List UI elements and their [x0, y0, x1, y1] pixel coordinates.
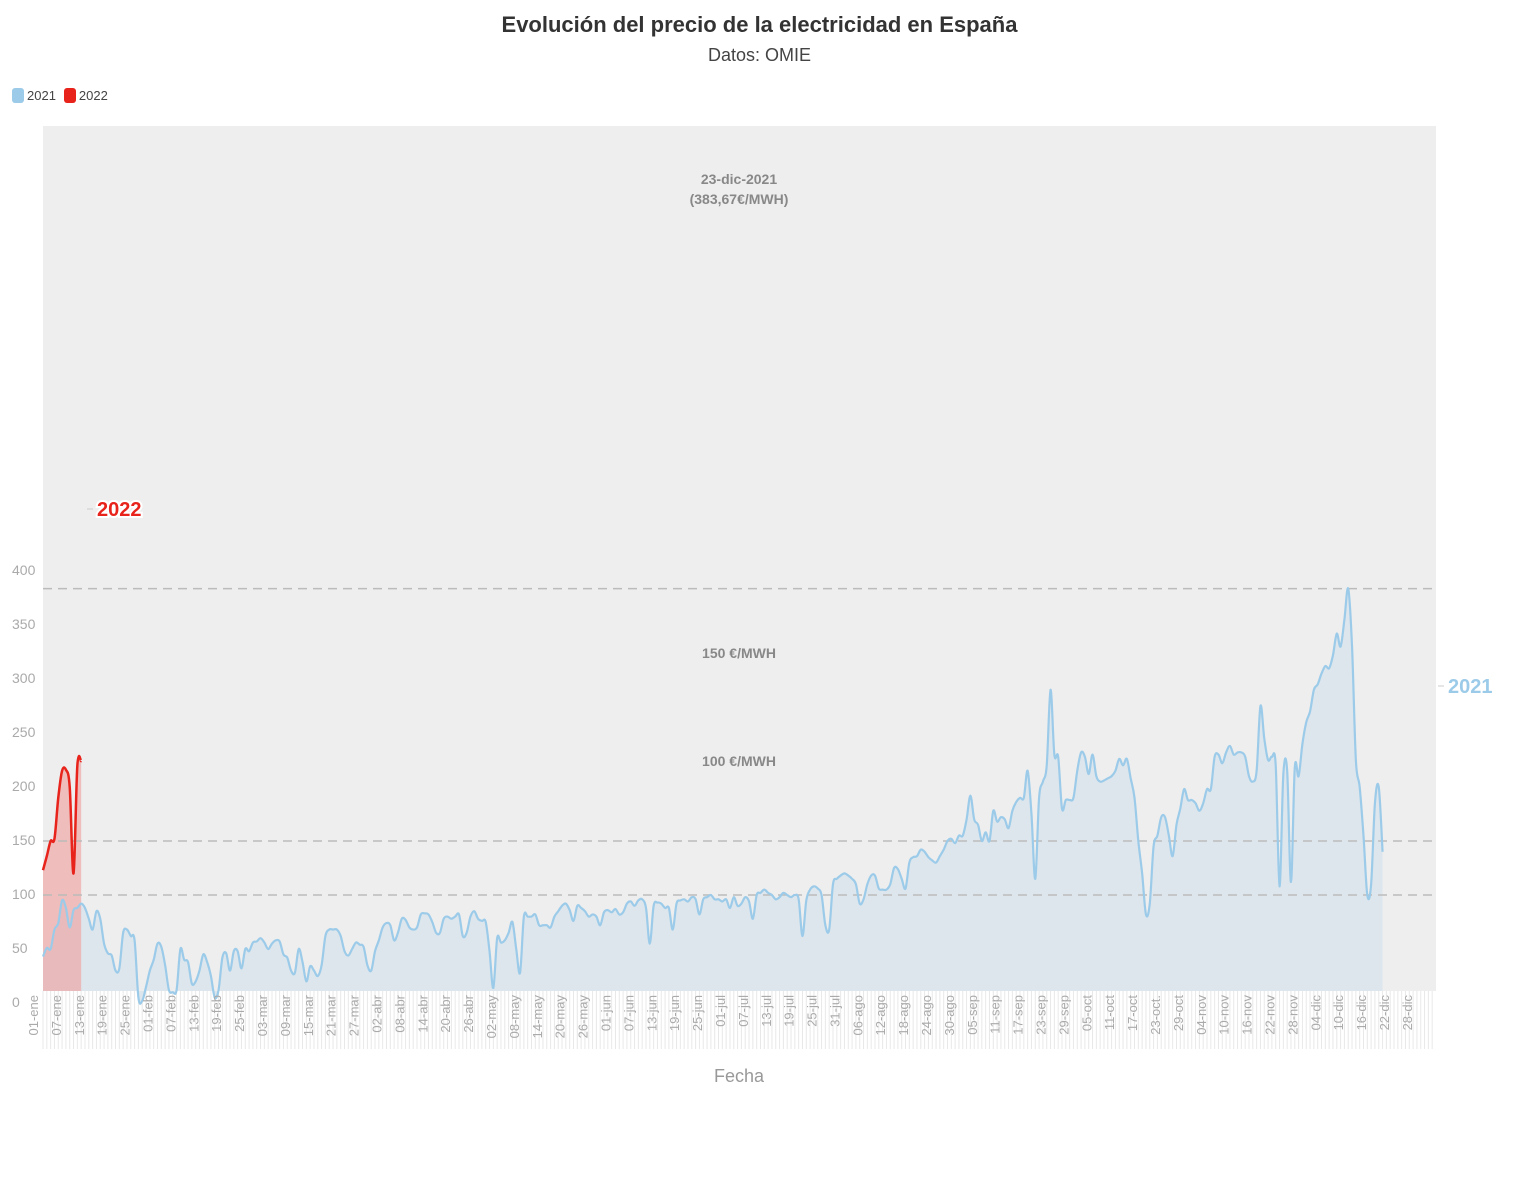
- x-tick-label: 12-ago: [873, 995, 888, 1035]
- x-tick-label: 14-may: [530, 995, 545, 1039]
- x-tick-label: 22-dic: [1377, 995, 1392, 1031]
- x-tick-label: 25-jul: [805, 995, 820, 1027]
- reference-lines: [43, 587, 1436, 896]
- x-tick-label: 01-feb: [140, 995, 155, 1032]
- x-tick-label: 23-sep: [1034, 995, 1049, 1035]
- x-tick-label: 29-sep: [1056, 995, 1071, 1035]
- x-tick-label: 29-oct: [1171, 995, 1186, 1032]
- end-label-2022: 2022: [97, 499, 142, 521]
- x-tick-label: 17-sep: [1011, 995, 1026, 1035]
- end-label-2021: 2021: [1448, 676, 1493, 698]
- y-tick-label: 250: [12, 724, 36, 740]
- x-tick-label: 18-ago: [896, 995, 911, 1035]
- x-tick-label: 06-ago: [850, 995, 865, 1035]
- x-tick-label: 02-may: [484, 995, 499, 1039]
- peak-value-annotation: (383,67€/MWH): [690, 191, 789, 207]
- y-tick-label: 350: [12, 616, 36, 632]
- x-tick-label: 07-jun: [621, 995, 636, 1031]
- legend-label-2022: 2022: [78, 88, 108, 103]
- x-tick-label: 14-abr: [415, 994, 430, 1032]
- x-tick-label: 31-jul: [827, 995, 842, 1027]
- x-tick-label: 16-dic: [1354, 995, 1369, 1031]
- line-2021[interactable]: [41, 587, 1384, 1005]
- x-tick-label: 21-mar: [324, 994, 339, 1036]
- y-tick-label: 0: [12, 994, 20, 1010]
- y-tick-label: 150: [12, 832, 36, 848]
- x-tick-label: 07-feb: [163, 995, 178, 1032]
- x-tick-label: 01-jun: [598, 995, 613, 1031]
- x-tick-label: 19-ene: [95, 995, 110, 1035]
- x-tick-label: 11-sep: [988, 995, 1003, 1034]
- x-tick-label: 08-abr: [392, 994, 407, 1032]
- series-areas: [43, 588, 1383, 1004]
- x-axis-ticks: 01-ene 07-ene 13-ene 19-ene 25-ene 01-feb 07-f…: [26, 994, 1415, 1038]
- x-tick-label: 25-ene: [118, 995, 133, 1035]
- line-100-annotation: 100 €/MWH: [702, 753, 776, 769]
- x-tick-label: 10-dic: [1331, 995, 1346, 1031]
- x-tick-label: 13-ene: [72, 995, 87, 1035]
- x-tick-label: 19-jul: [782, 995, 797, 1027]
- series-lines: [41, 587, 1384, 1005]
- x-tick-label: 26-abr: [461, 994, 476, 1032]
- x-tick-label: 19-feb: [209, 995, 224, 1032]
- x-tick-label: 25-feb: [232, 995, 247, 1032]
- x-tick-label: 03-mar: [255, 994, 270, 1036]
- x-tick-label: 07-ene: [49, 995, 64, 1035]
- x-tick-label: 24-ago: [919, 995, 934, 1035]
- legend-label-2021: 2021: [27, 88, 56, 103]
- legend-swatch-2021: [12, 88, 24, 103]
- x-tick-label: 25-jun: [690, 995, 705, 1031]
- x-tick-label: 17-oct: [1125, 995, 1140, 1032]
- x-tick-label: 19-jun: [667, 995, 682, 1031]
- line-2022[interactable]: [41, 754, 83, 875]
- x-tick-label: 01-jul: [713, 995, 728, 1027]
- x-axis-day-ticks: [42, 991, 1433, 1049]
- x-tick-label: 07-jul: [736, 995, 751, 1027]
- x-tick-label: 23-oct.: [1148, 995, 1163, 1035]
- x-tick-label: 22-nov: [1263, 995, 1278, 1035]
- legend: 2021 2022: [12, 88, 112, 103]
- x-tick-label: 05-oct: [1079, 995, 1094, 1032]
- x-tick-label: 10-nov: [1217, 995, 1232, 1035]
- y-tick-label: 200: [12, 778, 36, 794]
- area-2022: [43, 755, 82, 991]
- x-tick-label: 02-abr: [369, 994, 384, 1032]
- x-tick-label: 20-abr: [438, 994, 453, 1032]
- y-tick-label: 400: [12, 562, 36, 578]
- x-tick-label: 08-may: [507, 995, 522, 1039]
- x-tick-label: 28-nov: [1285, 995, 1300, 1035]
- x-tick-label: 13-feb: [186, 995, 201, 1032]
- legend-item-2021[interactable]: 2021: [12, 88, 56, 103]
- x-tick-label: 09-mar: [278, 994, 293, 1036]
- y-axis-ticks: 0 50 100 150 200 250 300 350 400: [12, 562, 36, 1010]
- x-tick-label: 13-jul: [759, 995, 774, 1027]
- legend-swatch-2022: [63, 88, 76, 103]
- x-tick-label: 05-sep: [965, 995, 980, 1035]
- x-tick-label: 15-mar: [301, 994, 316, 1036]
- x-tick-label: 01-ene: [26, 995, 41, 1035]
- x-tick-label: 16-nov: [1240, 995, 1255, 1035]
- peak-date-annotation: 23-dic-2021: [701, 171, 777, 187]
- x-tick-label: 27-mar: [347, 994, 362, 1036]
- x-tick-label: 04-nov: [1194, 995, 1209, 1035]
- area-2021: [43, 588, 1383, 1004]
- x-tick-label: 26-may: [576, 995, 591, 1039]
- x-tick-label: 13-jun: [644, 995, 659, 1031]
- legend-item-2022[interactable]: 2022: [63, 88, 108, 103]
- x-axis-title: Fecha: [714, 1066, 765, 1086]
- x-tick-label: 04-dic: [1308, 995, 1323, 1031]
- x-tick-label: 11-oct: [1102, 995, 1117, 1031]
- y-tick-label: 50: [12, 940, 28, 956]
- line-150-annotation: 150 €/MWH: [702, 645, 776, 661]
- y-tick-label: 100: [12, 886, 36, 902]
- x-tick-label: 30-ago: [942, 995, 957, 1035]
- chart-subtitle: Datos: OMIE: [707, 45, 812, 65]
- x-tick-label: 20-may: [553, 995, 568, 1039]
- chart-title: Evolución del precio de la electricidad …: [501, 12, 1018, 37]
- y-tick-label: 300: [12, 670, 36, 686]
- x-tick-label: 28-dic: [1400, 995, 1415, 1031]
